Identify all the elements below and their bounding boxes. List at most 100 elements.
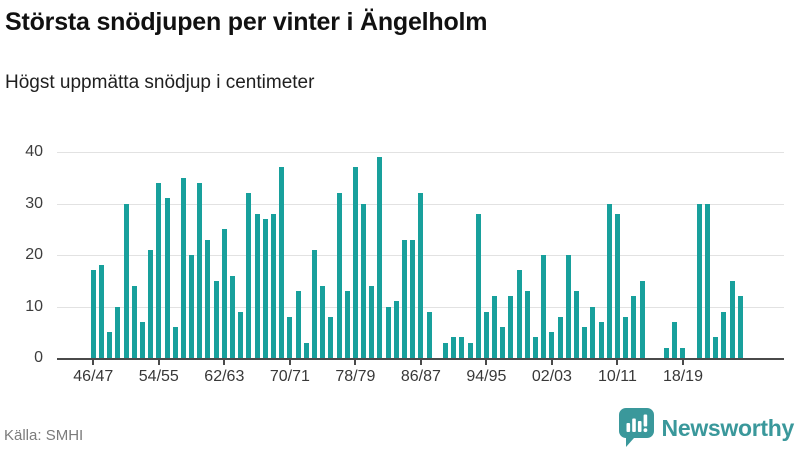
y-axis-label-0: 0 <box>34 349 43 366</box>
bar-51/52 <box>131 285 137 358</box>
bar-03/04 <box>557 316 563 358</box>
y-axis-label-30: 30 <box>25 194 43 212</box>
x-axis-tick-54/55 <box>157 360 160 365</box>
gridline-40 <box>57 152 784 153</box>
bar-59/60 <box>197 182 203 358</box>
bar-01/02 <box>541 255 547 358</box>
x-axis-tick-02/03 <box>550 360 553 365</box>
bar-06/07 <box>582 327 588 358</box>
bar-48/49 <box>107 332 113 358</box>
bar-58/59 <box>189 255 195 358</box>
bar-20/21 <box>696 203 702 358</box>
bar-21/22 <box>705 203 711 358</box>
bar-78/79 <box>352 167 358 358</box>
bar-84/85 <box>402 239 408 358</box>
x-axis-tick-78/79 <box>354 360 357 365</box>
bar-12/13 <box>631 296 637 358</box>
bar-04/05 <box>565 255 571 358</box>
bar-76/77 <box>336 193 342 358</box>
bar-13/14 <box>639 280 645 358</box>
bar-05/06 <box>574 291 579 358</box>
bar-61/62 <box>213 280 219 358</box>
newsworthy-wordmark: Newsworthy <box>661 414 795 441</box>
bar-50/51 <box>123 203 129 358</box>
bar-74/75 <box>320 285 326 358</box>
bar-53/54 <box>148 249 154 358</box>
bar-96/97 <box>500 327 506 358</box>
bar-89/90 <box>442 342 448 358</box>
bar-73/74 <box>311 249 317 358</box>
x-axis-tick-46/47 <box>92 360 95 365</box>
bar-00/01 <box>533 337 539 358</box>
x-axis-label-46/47: 46/47 <box>73 368 114 385</box>
bar-02/03 <box>549 332 555 358</box>
bar-92/93 <box>467 342 473 358</box>
bar-64/65 <box>238 311 244 358</box>
x-axis-label-10/11: 10/11 <box>598 368 637 385</box>
x-axis-tick-70/71 <box>288 360 291 365</box>
bar-93/94 <box>475 213 481 358</box>
chart-title: Största snödjupen per vinter i Ängelholm <box>5 8 488 36</box>
bar-87/88 <box>426 311 432 358</box>
bar-11/12 <box>623 316 629 358</box>
bar-07/08 <box>590 306 596 358</box>
bar-25/26 <box>737 296 743 358</box>
x-axis-label-70/71: 70/71 <box>269 368 310 385</box>
bar-46/47 <box>90 270 96 358</box>
bar-86/87 <box>418 193 424 358</box>
bar-90/91 <box>451 337 457 358</box>
bar-55/56 <box>164 198 170 358</box>
x-axis-tick-94/95 <box>485 360 488 365</box>
bar-99/00 <box>524 291 530 358</box>
bar-98/99 <box>516 270 522 358</box>
x-axis-label-18/19: 18/19 <box>662 368 703 385</box>
bar-65/66 <box>246 193 252 358</box>
chart-subtitle: Högst uppmätta snödjup i centimeter <box>5 72 315 93</box>
bar-63/64 <box>230 275 236 358</box>
bar-91/92 <box>459 337 465 358</box>
bar-54/55 <box>156 182 162 358</box>
bar-71/72 <box>295 291 301 358</box>
x-axis-tick-18/19 <box>681 360 684 365</box>
bar-75/76 <box>328 316 334 358</box>
bar-08/09 <box>598 321 604 358</box>
bar-16/17 <box>664 347 670 358</box>
bar-70/71 <box>287 316 293 358</box>
bar-81/82 <box>377 157 383 358</box>
bar-66/67 <box>254 213 260 358</box>
bar-97/98 <box>508 296 514 358</box>
x-axis-label-94/95: 94/95 <box>466 368 507 385</box>
bar-85/86 <box>410 239 416 358</box>
bar-18/19 <box>680 347 686 358</box>
bar-23/24 <box>721 311 727 358</box>
y-axis-label-40: 40 <box>25 143 43 160</box>
y-axis-label-20: 20 <box>25 246 43 263</box>
y-axis-label-10: 10 <box>25 297 43 315</box>
bar-77/78 <box>344 291 350 358</box>
bar-09/10 <box>606 203 612 358</box>
bar-79/80 <box>361 203 367 358</box>
bar-49/50 <box>115 306 121 358</box>
bar-52/53 <box>139 321 145 358</box>
x-axis-label-54/55: 54/55 <box>138 368 179 385</box>
bar-22/23 <box>713 337 719 358</box>
x-axis-tick-62/63 <box>223 360 226 365</box>
bar-94/95 <box>483 311 489 358</box>
x-axis-label-78/79: 78/79 <box>335 368 376 385</box>
bar-10/11 <box>614 213 620 358</box>
newsworthy-logo[interactable]: Newsworthy <box>618 408 795 448</box>
bar-chart-speech-bubble-icon <box>618 408 654 447</box>
bar-82/83 <box>385 306 391 358</box>
bar-47/48 <box>98 265 104 358</box>
bar-60/61 <box>205 239 211 358</box>
x-axis-label-02/03: 02/03 <box>531 368 572 385</box>
x-axis-label-86/87: 86/87 <box>400 368 441 385</box>
bar-80/81 <box>369 285 375 358</box>
bar-68/69 <box>270 213 276 358</box>
bar-83/84 <box>393 301 399 358</box>
x-axis-label-62/63: 62/63 <box>204 368 245 385</box>
bar-24/25 <box>729 280 735 358</box>
bar-67/68 <box>262 218 268 358</box>
bar-17/18 <box>672 321 678 358</box>
